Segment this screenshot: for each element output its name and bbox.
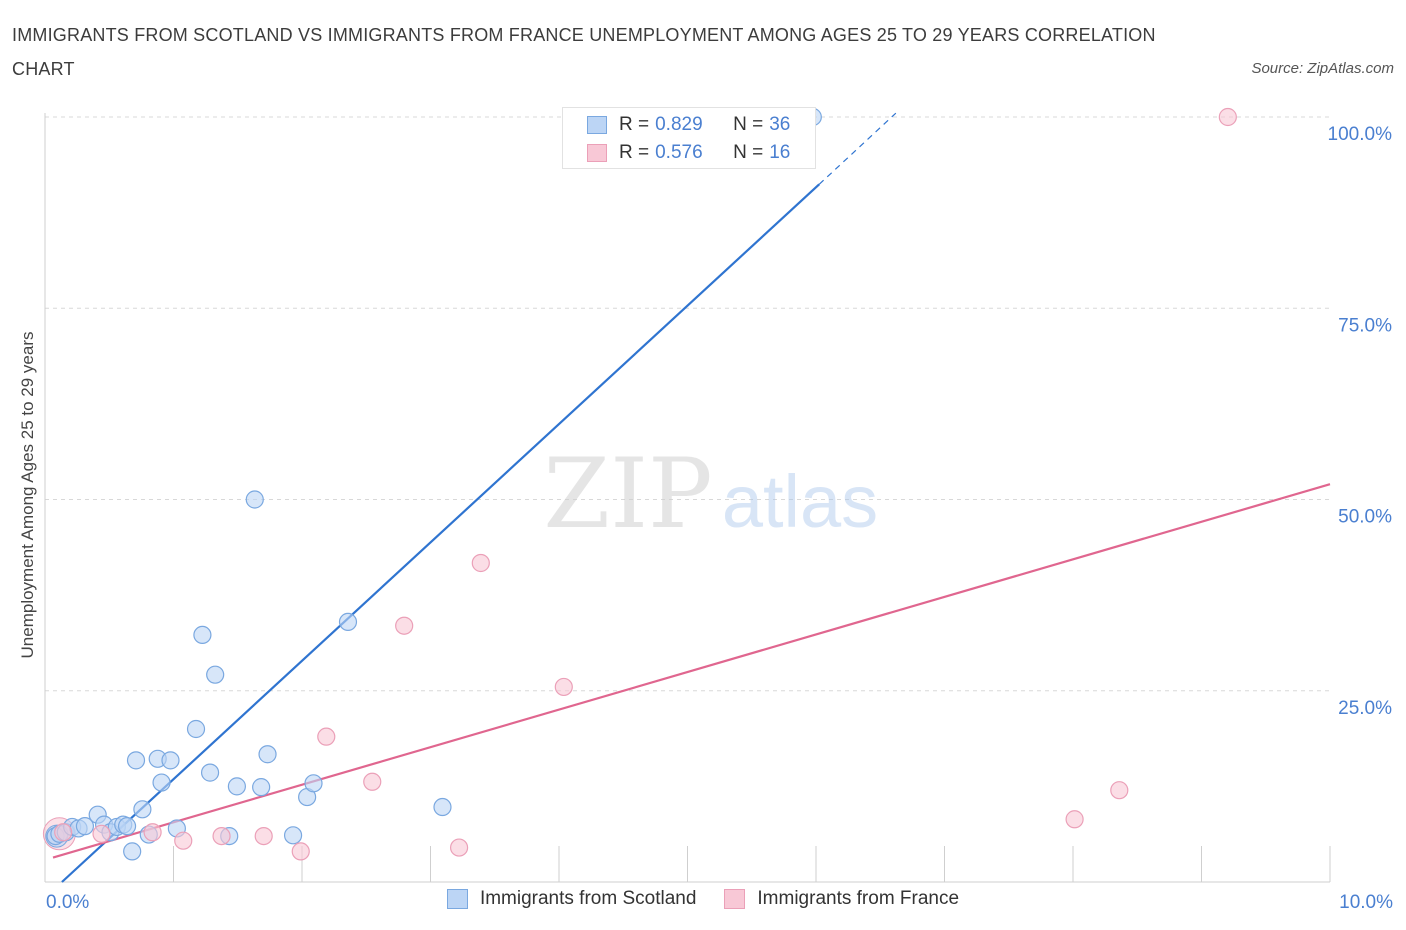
france-point (395, 616, 414, 635)
scotland-point (126, 751, 146, 770)
source-credit: Source: ZipAtlas.com (1251, 60, 1394, 77)
scotland-point (433, 797, 452, 817)
scotland-point (338, 612, 358, 632)
scotland-point (133, 800, 152, 819)
scotland-point (258, 745, 277, 764)
y-tick-label: 25.0% (1338, 698, 1392, 719)
france-point (363, 772, 382, 791)
stats-legend: R = 0.829 N = 36 R = 0.576 N = 16 (562, 107, 816, 169)
france-point (92, 824, 111, 843)
france-point (174, 831, 193, 850)
france-point (54, 823, 73, 842)
france-point (143, 823, 162, 842)
scotland-point (245, 490, 264, 509)
watermark: ZIP atlas (543, 438, 878, 550)
scotland-point (252, 778, 271, 797)
legend-n-value: 36 (769, 114, 791, 135)
scotland-legend-swatch (446, 889, 468, 909)
legend-row-france: R = 0.576 N = 16 (587, 140, 790, 166)
france-point (212, 826, 231, 846)
y-tick-label: 75.0% (1338, 315, 1392, 336)
scotland-point (206, 665, 225, 684)
legend-label-scotland: Immigrants from Scotland (479, 888, 697, 909)
watermark-atlas: atlas (722, 460, 878, 543)
france-legend-swatch (724, 889, 746, 909)
chart-title: IMMIGRANTS FROM SCOTLAND VS IMMIGRANTS F… (12, 25, 1156, 79)
scotland-point (152, 773, 171, 792)
france-point (449, 838, 469, 857)
scotland-point (117, 817, 137, 836)
scotland-point (75, 817, 95, 836)
x-tick-label: 10.0% (1339, 892, 1393, 913)
france-point (471, 553, 490, 573)
france-trend-line (52, 483, 1331, 859)
france-swatch (587, 144, 607, 162)
x-tick-label: 0.0% (46, 892, 89, 913)
france-point (317, 727, 336, 746)
scotland-point (283, 826, 303, 845)
legend-item-scotland[interactable]: Immigrants from Scotland (446, 888, 697, 910)
legend-label-france: Immigrants from France (757, 888, 960, 909)
trend-lines (52, 112, 1331, 883)
legend-r-value: 0.576 (655, 142, 703, 163)
y-tick-label: 50.0% (1338, 507, 1392, 528)
scotland-point (200, 763, 220, 782)
legend-n-value: 16 (769, 142, 791, 163)
scotland-point (161, 751, 180, 770)
legend-r-label: R = (619, 114, 650, 135)
legend-r-label: R = (619, 142, 650, 163)
france-point (1110, 781, 1129, 800)
legend-item-france[interactable]: Immigrants from France (724, 888, 959, 910)
watermark-zip: ZIP (543, 438, 712, 550)
france-point (1218, 107, 1237, 127)
legend-row-scotland: R = 0.829 N = 36 (587, 112, 790, 138)
tick-labels: 25.0% 50.0% 75.0% 100.0% 0.0% 10.0% (46, 124, 1393, 913)
legend-r-value: 0.829 (655, 114, 703, 135)
france-point (254, 826, 273, 846)
scotland-point (227, 777, 246, 796)
scotland-trend-extension (818, 112, 897, 185)
legend-n-label: N = (733, 114, 764, 135)
series-legend: Immigrants from Scotland Immigrants from… (0, 888, 1406, 910)
france-point (291, 842, 310, 861)
scotland-point (123, 842, 142, 861)
scotland-point (193, 625, 212, 645)
scotland-point (186, 719, 206, 739)
legend-n-label: N = (733, 142, 764, 163)
france-point (554, 677, 573, 697)
y-tick-label: 100.0% (1328, 124, 1393, 145)
france-point (1065, 810, 1084, 829)
scotland-trend-line (61, 183, 820, 883)
scotland-swatch (587, 116, 607, 134)
scotland-point (304, 774, 323, 793)
